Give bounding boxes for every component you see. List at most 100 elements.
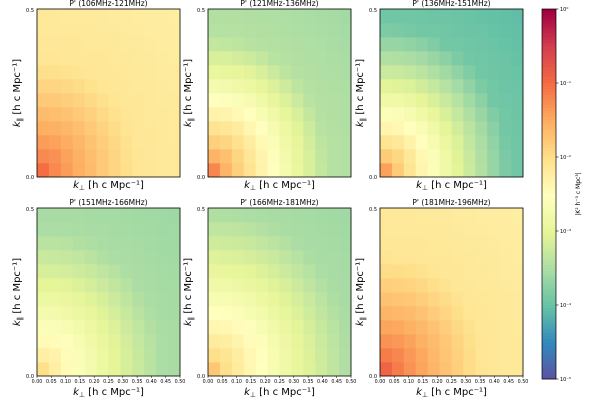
heatmap-cell: [511, 292, 524, 307]
heatmap-cell: [315, 208, 328, 223]
heatmap-cell: [315, 9, 328, 24]
heatmap-cell: [339, 222, 352, 237]
panel-title: P' (166MHz-181MHz): [240, 198, 318, 207]
heatmap-cell: [96, 121, 109, 136]
heatmap-cell: [208, 65, 221, 80]
heatmap-cell: [267, 93, 280, 108]
heatmap-cell: [451, 306, 464, 321]
heatmap-cell: [391, 236, 405, 251]
panel-frame: [207, 8, 352, 178]
heatmap-cell: [439, 250, 452, 265]
heatmap-cell: [144, 37, 157, 52]
heatmap-cell: [96, 264, 109, 279]
heatmap-cell: [427, 208, 440, 223]
heatmap-cell: [48, 23, 62, 38]
heatmap-cell: [144, 264, 157, 279]
colorbar-segment: [542, 194, 556, 198]
heatmap-cell: [303, 320, 316, 335]
heatmap-cell: [291, 135, 304, 150]
x-tick-label: 0.50: [175, 379, 186, 385]
heatmap-cell: [380, 292, 393, 307]
heatmap-cell: [427, 149, 440, 164]
x-tick-label: 0.40: [317, 379, 328, 385]
heatmap-cell: [463, 149, 476, 164]
heatmap-cell: [168, 93, 181, 108]
colorbar-segment: [542, 209, 556, 213]
heatmap-cell: [168, 149, 181, 164]
heatmap-cell: [168, 208, 181, 223]
heatmap-cell: [108, 334, 121, 349]
heatmap-cell: [48, 250, 62, 265]
heatmap-cell: [327, 264, 340, 279]
heatmap-cell: [303, 149, 316, 164]
heatmap-cell: [243, 362, 257, 377]
colorbar-segment: [542, 360, 556, 364]
y-tick-label: 0.5: [26, 207, 34, 213]
heatmap-cell: [451, 348, 464, 363]
heatmap-cell: [231, 107, 245, 122]
heatmap-cell: [303, 362, 316, 377]
heatmap-cell: [231, 348, 245, 363]
heatmap-cell: [132, 9, 145, 24]
heatmap-cell: [132, 135, 145, 150]
heatmap-cell: [380, 306, 393, 321]
colorbar-segment: [542, 314, 556, 318]
heatmap-cell: [48, 222, 62, 237]
heatmap-cell: [48, 107, 62, 122]
heatmap-cell: [96, 51, 109, 66]
heatmap-cell: [60, 236, 74, 251]
heatmap-cell: [108, 79, 121, 94]
x-tick-label: 0.30: [288, 379, 299, 385]
heatmap-cell: [60, 250, 74, 265]
panel-6: P' (181MHz-196MHz) 0.5 0.0 k∥ [h c Mpc⁻¹] 0.…: [355, 198, 528, 399]
heatmap-cell: [415, 135, 429, 150]
heatmap-cell: [511, 79, 524, 94]
heatmap-cell: [279, 306, 292, 321]
heatmap-cell: [339, 292, 352, 307]
x-axis-label: k⊥ [h c Mpc⁻¹]: [416, 180, 487, 192]
heatmap-cell: [499, 334, 512, 349]
heatmap-cell: [144, 23, 157, 38]
heatmap-cell: [279, 362, 292, 377]
heatmap-cell: [37, 348, 50, 363]
heatmap-cell: [415, 37, 429, 52]
x-tick-label: 0.25: [274, 379, 285, 385]
heatmap-cell: [219, 65, 233, 80]
heatmap-cell: [327, 163, 340, 178]
heatmap-cell: [475, 23, 488, 38]
heatmap-cell: [487, 334, 500, 349]
heatmap-cell: [303, 107, 316, 122]
heatmap-cell: [208, 320, 221, 335]
x-axis-label: k⊥ [h c Mpc⁻¹]: [244, 387, 315, 399]
colorbar-segment: [542, 36, 556, 41]
colorbar-segment: [542, 104, 556, 109]
heatmap-cell: [144, 51, 157, 66]
heatmap-cell: [37, 208, 50, 223]
heatmap-cell: [475, 334, 488, 349]
heatmap-cell: [451, 37, 464, 52]
heatmap-cell: [156, 292, 169, 307]
heatmap-cell: [37, 320, 50, 335]
heatmap-cell: [315, 163, 328, 178]
colorbar-segment: [542, 52, 556, 56]
heatmap-cell: [84, 250, 97, 265]
heatmap-cell: [255, 208, 268, 223]
heatmap-cell: [168, 121, 181, 136]
heatmap-cell: [231, 208, 245, 223]
colorbar-segment: [542, 132, 556, 136]
colorbar-segment: [542, 160, 556, 164]
heatmap-cell: [156, 278, 169, 293]
heatmap-cell: [279, 208, 292, 223]
heatmap-cell: [380, 250, 393, 265]
heatmap-cell: [96, 306, 109, 321]
x-tick-label: 0.40: [489, 379, 500, 385]
colorbar-segment: [542, 33, 556, 38]
heatmap-cell: [84, 65, 97, 80]
heatmap-cell: [403, 292, 417, 307]
heatmap-cell: [451, 9, 464, 24]
heatmap-cell: [391, 320, 405, 335]
heatmap-cell: [231, 236, 245, 251]
y-tick-label: 0.5: [26, 8, 34, 14]
heatmap-cell: [96, 250, 109, 265]
